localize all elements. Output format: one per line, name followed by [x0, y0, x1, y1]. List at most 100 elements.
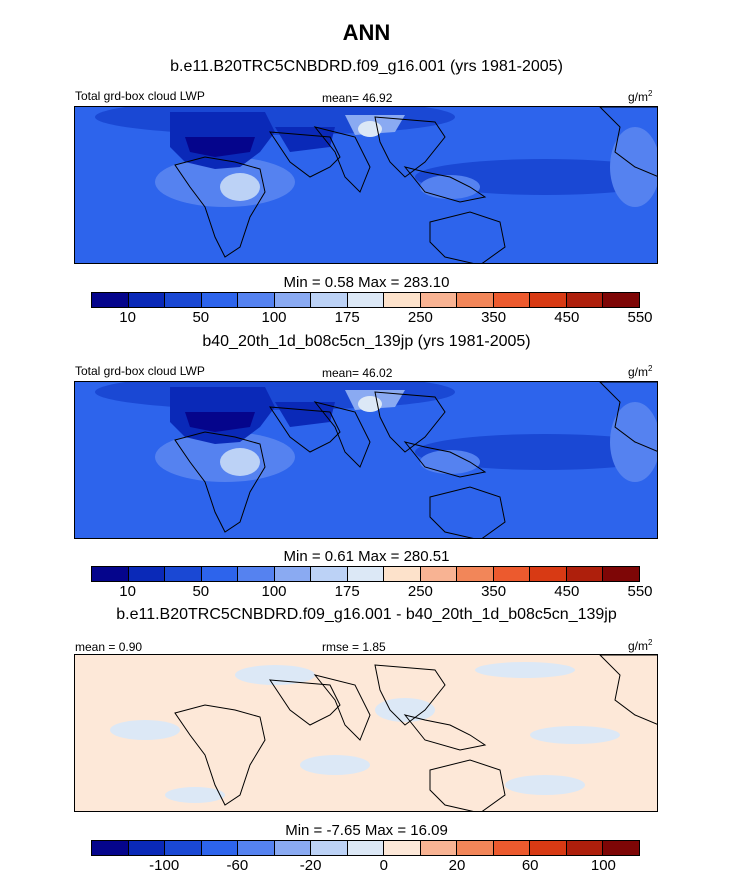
colorbar-segment [128, 293, 166, 307]
map-coast-arabia [269, 679, 341, 726]
colorbar-tick-label: 175 [334, 309, 360, 326]
colorbar-tick-label: 250 [407, 309, 433, 326]
colorbar-segment [238, 841, 275, 855]
panel-1-variable-label: Total grd-box cloud LWP [75, 89, 205, 103]
colorbar-segment [457, 293, 494, 307]
panel-1-title: b.e11.B20TRC5CNBDRD.f09_g16.001 (yrs 198… [170, 58, 563, 75]
colorbar-tick-label: 10 [119, 583, 136, 600]
panel-3-rmse-label: rmse = 1.85 [322, 640, 386, 654]
map-region-tibet-peak [358, 396, 382, 412]
map-diff-patch [375, 698, 435, 722]
colorbar-segment [566, 293, 604, 307]
colorbar-segment [457, 841, 494, 855]
colorbar-segment [384, 293, 421, 307]
colorbar-segment [420, 567, 458, 581]
map-region-maritime [420, 175, 480, 199]
panel-3-title: b.e11.B20TRC5CNBDRD.f09_g16.001 - b40_20… [116, 606, 617, 623]
colorbar-segment [420, 293, 458, 307]
map-coast-india [313, 126, 371, 193]
map-region-congo [220, 448, 260, 476]
map-region-americas [610, 402, 657, 482]
panel-2-colorbar [91, 566, 640, 582]
map-coast-india [313, 674, 371, 741]
map-coast-australia [429, 486, 506, 538]
colorbar-segment [274, 841, 312, 855]
colorbar-segment [566, 841, 604, 855]
colorbar-tick-label: 100 [261, 309, 287, 326]
colorbar-segment [311, 567, 348, 581]
colorbar-segment [530, 293, 567, 307]
colorbar-tick-label: 550 [627, 583, 653, 600]
colorbar-segment [347, 841, 385, 855]
colorbar-segment [530, 841, 567, 855]
map-coast-india [313, 401, 371, 468]
colorbar-segment [165, 567, 202, 581]
map-region-congo [220, 173, 260, 201]
colorbar-segment [165, 841, 202, 855]
colorbar-segment [201, 567, 239, 581]
colorbar-tick-label: -100 [149, 857, 180, 874]
map-coast-indonesia [403, 166, 487, 203]
panel-1-map [74, 106, 658, 264]
panel-1-units: g/m2 [628, 89, 653, 104]
panel-2-mean-label: mean= 46.02 [322, 366, 393, 380]
colorbar-tick-label: 50 [192, 583, 210, 600]
panel-2-stats: Min = 0.61 Max = 280.51 [283, 548, 450, 565]
colorbar-segment [347, 567, 385, 581]
map-coast-arabia [269, 406, 341, 453]
panel-2-units: g/m2 [628, 364, 653, 379]
figure-title: ANN [342, 20, 391, 45]
colorbar-segment [238, 567, 275, 581]
map-coast-australia [429, 759, 506, 811]
panel-3-units: g/m2 [628, 638, 653, 653]
colorbar-tick-label: 250 [407, 583, 433, 600]
colorbar-segment [274, 293, 312, 307]
map-coast-americas [599, 107, 657, 177]
colorbar-tick-label: -20 [299, 857, 322, 874]
map-region-sahara-core [185, 412, 255, 432]
colorbar-segment [493, 567, 531, 581]
colorbar-segment [274, 567, 312, 581]
colorbar-tick-label: 60 [521, 857, 539, 874]
panel-2-variable-label: Total grd-box cloud LWP [75, 364, 205, 378]
map-coast-australia [429, 211, 506, 263]
colorbar-segment [457, 567, 494, 581]
colorbar-segment [165, 293, 202, 307]
panel-1-map-svg [75, 107, 657, 263]
colorbar-segment [530, 567, 567, 581]
colorbar-tick-label: 450 [554, 583, 580, 600]
map-diff-patch [505, 775, 585, 795]
colorbar-segment [311, 841, 348, 855]
panel-2-map-svg [75, 382, 657, 538]
colorbar-tick-label: 350 [481, 583, 507, 600]
panel-3-stats: Min = -7.65 Max = 16.09 [285, 822, 448, 839]
colorbar-segment [493, 293, 531, 307]
colorbar-tick-label: 550 [627, 309, 653, 326]
panel-2-map [74, 381, 658, 539]
colorbar-segment [384, 567, 421, 581]
map-coast-indonesia [403, 714, 487, 751]
colorbar-segment [420, 841, 458, 855]
colorbar-segment [603, 293, 639, 307]
map-diff-patch [530, 726, 620, 744]
map-coast-indonesia [403, 441, 487, 478]
colorbar-segment [128, 567, 166, 581]
map-diff-patch [110, 720, 180, 740]
colorbar-segment [603, 567, 639, 581]
colorbar-tick-label: 175 [334, 583, 360, 600]
colorbar-tick-label: -60 [226, 857, 249, 874]
map-diff-patch [475, 662, 575, 678]
colorbar-segment [384, 841, 421, 855]
panel-2-title: b40_20th_1d_b08c5cn_139jp (yrs 1981-2005… [202, 333, 531, 350]
map-region-tibet-peak [358, 121, 382, 137]
colorbar-tick-label: 50 [192, 309, 210, 326]
map-region-maritime [420, 450, 480, 474]
map-diff-patch [165, 787, 225, 803]
map-diff-patch [300, 755, 370, 775]
colorbar-tick-label: 10 [119, 309, 136, 326]
map-coast-africa [174, 704, 266, 806]
colorbar-segment [566, 567, 604, 581]
colorbar-segment [92, 293, 129, 307]
map-region-americas [610, 127, 657, 207]
colorbar-segment [238, 293, 275, 307]
